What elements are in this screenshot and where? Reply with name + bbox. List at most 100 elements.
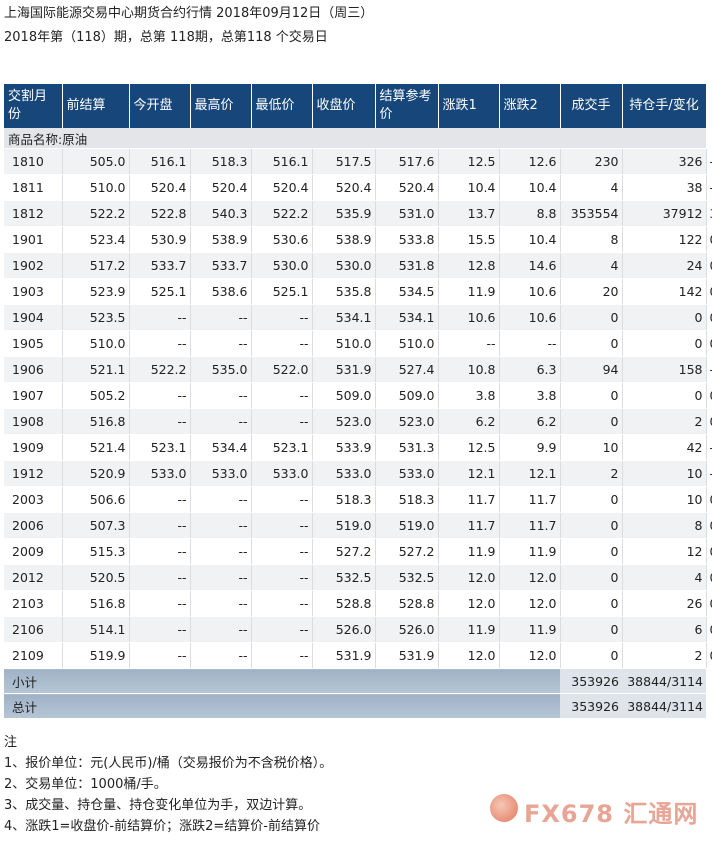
cell-prev-settle: 505.0 bbox=[62, 148, 130, 175]
cell-close: 531.9 bbox=[312, 642, 376, 669]
cell-high: 518.3 bbox=[190, 148, 252, 175]
cell-prev-settle: 520.5 bbox=[62, 564, 130, 591]
cell-open-interest: 26 bbox=[622, 590, 707, 617]
total-row-label: 总计 bbox=[4, 693, 560, 719]
cell-settle-ref: 532.5 bbox=[375, 564, 439, 591]
cell-settle-ref: 526.0 bbox=[375, 616, 439, 643]
note-item: 4、涨跌1=收盘价-前结算价；涨跌2=结算价-前结算价 bbox=[4, 819, 320, 834]
cell-low: 522.2 bbox=[251, 200, 313, 227]
cell-prev-settle: 516.8 bbox=[62, 590, 130, 617]
table-row: 1909 521.4 523.1 534.4 523.1 533.9 531.3 12.5 9.… bbox=[4, 434, 712, 461]
total-row: 总计 353926 38844/3114 bbox=[4, 693, 707, 719]
cell-open: 533.0 bbox=[129, 460, 191, 487]
cell-low: -- bbox=[251, 564, 313, 591]
cell-volume: 0 bbox=[560, 512, 623, 539]
total-row-volume: 353926 bbox=[560, 693, 622, 719]
cell-chg1: 12.0 bbox=[438, 564, 500, 591]
cell-open-interest: 0 bbox=[622, 382, 707, 409]
cell-close: 520.4 bbox=[312, 174, 376, 201]
cell-volume: 230 bbox=[560, 148, 623, 175]
cell-chg1: 15.5 bbox=[438, 226, 500, 253]
col-header-open-interest: 持仓手/变化 bbox=[622, 84, 707, 128]
cell-open: 533.7 bbox=[129, 252, 191, 279]
cell-month: 2103 bbox=[4, 590, 63, 617]
cell-close: 518.3 bbox=[312, 486, 376, 513]
cell-month: 2012 bbox=[4, 564, 63, 591]
cell-prev-settle: 521.4 bbox=[62, 434, 130, 461]
col-header-chg1: 涨跌1 bbox=[438, 84, 500, 128]
cell-chg2: 12.6 bbox=[499, 148, 561, 175]
cell-low: -- bbox=[251, 512, 313, 539]
cell-high: 538.9 bbox=[190, 226, 252, 253]
cell-volume: 353554 bbox=[560, 200, 623, 227]
cell-month: 1907 bbox=[4, 382, 63, 409]
cell-low: -- bbox=[251, 590, 313, 617]
page-title: 上海国际能源交易中心期货合约行情 2018年09月12日（周三） bbox=[4, 6, 374, 21]
cell-close: 535.8 bbox=[312, 278, 376, 305]
cell-open-interest: 0 bbox=[622, 330, 707, 357]
cell-prev-settle: 510.0 bbox=[62, 330, 130, 357]
cell-open: 523.1 bbox=[129, 434, 191, 461]
cell-chg1: 11.7 bbox=[438, 512, 500, 539]
cell-open-interest: 10 bbox=[622, 460, 707, 487]
col-header-low: 最低价 bbox=[251, 84, 313, 128]
col-header-settle-ref: 结算参考价 bbox=[375, 84, 439, 128]
cell-low: 523.1 bbox=[251, 434, 313, 461]
cell-high: -- bbox=[190, 642, 252, 669]
fx678-logo-icon bbox=[490, 794, 518, 822]
cell-low: -- bbox=[251, 408, 313, 435]
table-row: 1906 521.1 522.2 535.0 522.0 531.9 527.4 10.8 6.… bbox=[4, 356, 712, 383]
cell-chg2: 11.9 bbox=[499, 538, 561, 565]
cell-settle-ref: 531.8 bbox=[375, 252, 439, 279]
cell-month: 1909 bbox=[4, 434, 63, 461]
cell-high: 534.4 bbox=[190, 434, 252, 461]
cell-high: 540.3 bbox=[190, 200, 252, 227]
cell-chg1: -- bbox=[438, 330, 500, 357]
cell-prev-settle: 517.2 bbox=[62, 252, 130, 279]
cell-month: 2106 bbox=[4, 616, 63, 643]
cell-chg1: 13.7 bbox=[438, 200, 500, 227]
cell-close: 509.0 bbox=[312, 382, 376, 409]
cell-low: 530.0 bbox=[251, 252, 313, 279]
cell-open: 522.2 bbox=[129, 356, 191, 383]
col-header-open: 今开盘 bbox=[129, 84, 191, 128]
cell-month: 1904 bbox=[4, 304, 63, 331]
cell-open: -- bbox=[129, 642, 191, 669]
cell-prev-settle: 510.0 bbox=[62, 174, 130, 201]
col-header-chg2: 涨跌2 bbox=[499, 84, 561, 128]
cell-open-interest: 10 bbox=[622, 486, 707, 513]
cell-month: 1901 bbox=[4, 226, 63, 253]
cell-settle-ref: 531.9 bbox=[375, 642, 439, 669]
cell-volume: 0 bbox=[560, 330, 623, 357]
cell-chg1: 12.1 bbox=[438, 460, 500, 487]
cell-open: -- bbox=[129, 382, 191, 409]
cell-chg1: 12.0 bbox=[438, 590, 500, 617]
cell-chg1: 6.2 bbox=[438, 408, 500, 435]
cell-chg1: 12.8 bbox=[438, 252, 500, 279]
cell-month: 1906 bbox=[4, 356, 63, 383]
cell-settle-ref: 528.8 bbox=[375, 590, 439, 617]
cell-prev-settle: 522.2 bbox=[62, 200, 130, 227]
cell-chg2: 14.6 bbox=[499, 252, 561, 279]
cell-open-interest: 6 bbox=[622, 616, 707, 643]
cell-low: 520.4 bbox=[251, 174, 313, 201]
cell-prev-settle: 523.9 bbox=[62, 278, 130, 305]
cell-volume: 0 bbox=[560, 304, 623, 331]
cell-chg1: 11.9 bbox=[438, 278, 500, 305]
cell-close: 530.0 bbox=[312, 252, 376, 279]
watermark-logo: FX678 汇通网 bbox=[490, 792, 700, 828]
cell-low: 516.1 bbox=[251, 148, 313, 175]
cell-volume: 8 bbox=[560, 226, 623, 253]
cell-chg1: 10.6 bbox=[438, 304, 500, 331]
cell-high: 533.0 bbox=[190, 460, 252, 487]
col-header-volume: 成交手 bbox=[560, 84, 623, 128]
cell-low: 533.0 bbox=[251, 460, 313, 487]
cell-prev-settle: 515.3 bbox=[62, 538, 130, 565]
cell-volume: 0 bbox=[560, 538, 623, 565]
